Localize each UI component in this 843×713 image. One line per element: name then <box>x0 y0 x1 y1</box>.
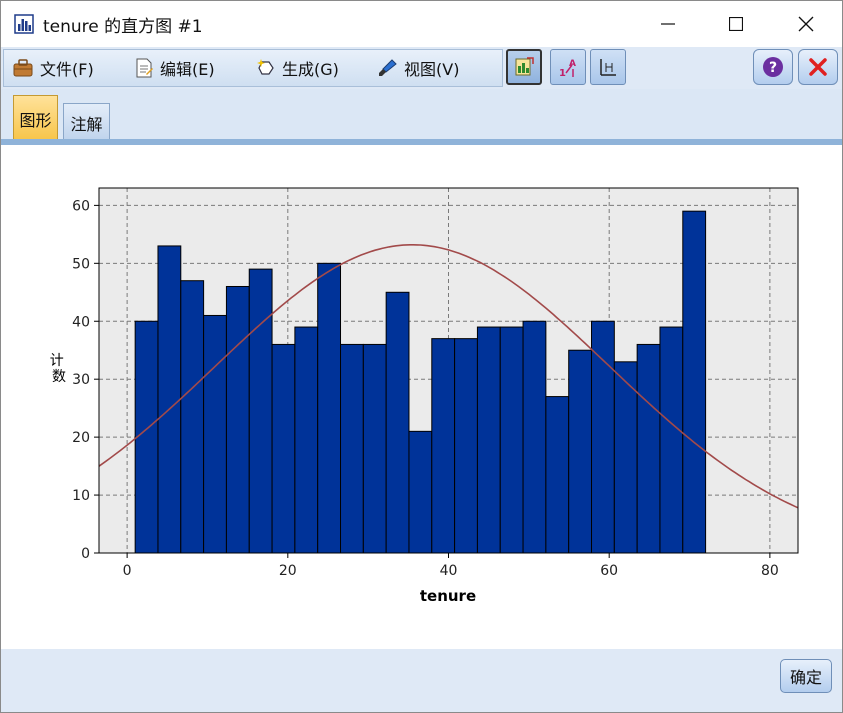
histogram-bar <box>157 245 182 554</box>
histogram-bar <box>340 343 364 554</box>
menu-bar: 文件(F) 编辑(E) 生成(G) <box>3 49 503 87</box>
histogram-bar <box>225 285 250 554</box>
document-edit-icon <box>136 58 153 78</box>
x-tick-label: 80 <box>761 563 779 579</box>
histogram-bar <box>134 320 159 554</box>
x-axis-label: tenure <box>420 587 476 605</box>
y-tick-label: 40 <box>72 314 90 330</box>
menu-view-label: 视图(V) <box>404 60 460 79</box>
sort-icon: 1 A <box>559 59 576 79</box>
histogram-bar <box>591 320 615 554</box>
menu-file-label: 文件(F) <box>40 60 94 79</box>
histogram-bar <box>682 210 707 554</box>
minimize-button[interactable] <box>645 5 691 43</box>
histogram-bar <box>203 314 227 554</box>
window-title: tenure 的直方图 #1 <box>43 17 203 37</box>
menu-generate[interactable]: 生成(G) <box>256 50 339 86</box>
histogram-bar <box>385 291 410 554</box>
y-axis-label: 计 数 <box>50 353 68 385</box>
menu-view[interactable]: 视图(V) <box>376 50 459 86</box>
menu-edit[interactable]: 编辑(E) <box>134 50 215 86</box>
axis-button[interactable] <box>590 49 626 85</box>
histogram-bar <box>317 262 342 554</box>
svg-text:1: 1 <box>559 68 566 79</box>
tab-annotation[interactable]: 注解 <box>63 103 110 141</box>
x-tick-label: 0 <box>123 563 132 579</box>
histogram-bar <box>568 349 593 554</box>
close-icon <box>798 16 814 32</box>
histogram-bar <box>431 338 456 554</box>
normal-curve <box>98 244 799 509</box>
histogram-bar <box>271 343 296 554</box>
toolbar-area: 文件(F) 编辑(E) 生成(G) <box>1 47 842 89</box>
histogram-bar <box>522 320 547 554</box>
close-dialog-button[interactable] <box>798 49 838 85</box>
menu-file[interactable]: 文件(F) <box>12 50 94 86</box>
ok-button[interactable]: 确定 <box>780 659 832 693</box>
close-window-button[interactable] <box>783 5 829 43</box>
minimize-icon <box>661 23 675 25</box>
svg-text:?: ? <box>769 60 777 76</box>
sort-button[interactable]: 1 A <box>550 49 586 85</box>
menu-generate-label: 生成(G) <box>282 60 339 79</box>
y-tick-label: 50 <box>72 256 90 272</box>
histogram-bar <box>636 343 661 554</box>
histogram-bar <box>499 326 524 554</box>
y-tick-label: 60 <box>72 198 90 214</box>
y-tick-label: 0 <box>81 546 90 562</box>
tab-bar: 图形 注解 <box>1 89 842 141</box>
help-button[interactable]: ? <box>753 49 793 85</box>
close-red-icon <box>809 58 827 76</box>
histogram-bar <box>659 326 684 554</box>
help-icon: ? <box>763 57 783 77</box>
tab-underline <box>1 139 842 145</box>
y-tick-label: 20 <box>72 430 90 446</box>
histogram-bar <box>545 396 570 554</box>
axis-icon <box>600 59 616 76</box>
histogram-bar <box>408 430 433 554</box>
histogram-bar <box>476 326 501 554</box>
y-tick-label: 30 <box>72 372 90 388</box>
x-tick-label: 60 <box>600 563 618 579</box>
y-tick-label: 10 <box>72 488 90 504</box>
histogram-app-icon <box>14 14 34 34</box>
svg-text:A: A <box>569 59 576 69</box>
briefcase-icon <box>13 59 33 77</box>
histogram-bar <box>248 268 273 554</box>
chart-edit-button[interactable] <box>506 49 542 85</box>
maximize-icon <box>729 17 743 31</box>
title-bar: tenure 的直方图 #1 <box>1 1 842 47</box>
histogram-bar <box>362 343 387 554</box>
menu-edit-label: 编辑(E) <box>160 60 215 79</box>
x-tick-label: 20 <box>279 563 297 579</box>
tab-graph[interactable]: 图形 <box>13 95 58 141</box>
maximize-button[interactable] <box>713 5 759 43</box>
chart-edit-icon <box>515 57 534 76</box>
brush-view-icon <box>379 59 397 76</box>
footer-bar: 确定 <box>1 649 842 712</box>
histogram-bar <box>613 361 638 554</box>
generate-sparkle-icon <box>257 59 274 75</box>
y-axis-label-char-2: 数 <box>52 369 66 385</box>
histogram-bar <box>294 326 319 554</box>
x-tick-label: 40 <box>440 563 458 579</box>
histogram-chart: 0 20 40 60 80 0 10 20 30 40 50 60 tenure 计 数 <box>50 187 799 605</box>
histogram-bar <box>454 338 478 554</box>
y-axis-label-char-1: 计 <box>50 353 64 369</box>
histogram-bar <box>180 280 205 554</box>
